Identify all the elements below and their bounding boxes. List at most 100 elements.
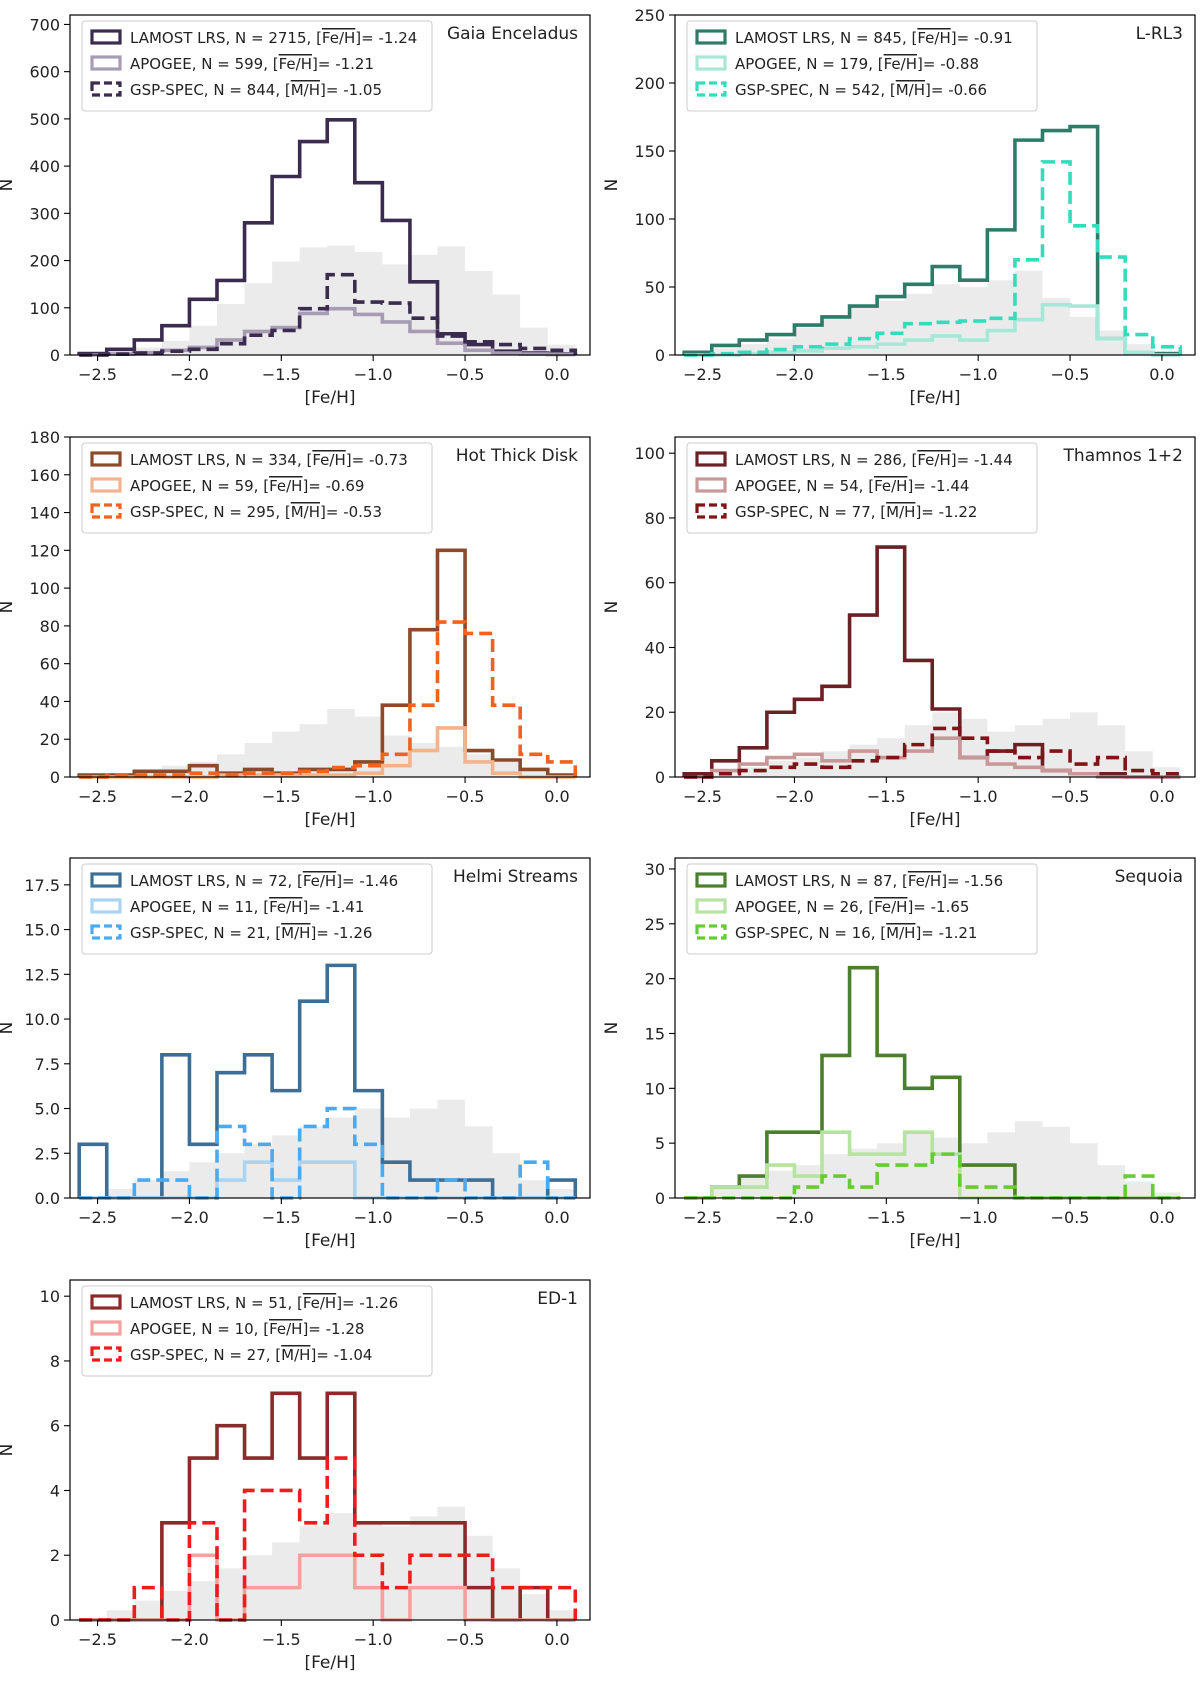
legend-series-name: APOGEE [130, 898, 192, 916]
axes-frame [69, 436, 591, 778]
x-tick-label: −2.0 [775, 1208, 814, 1227]
x-tick-label: 0.0 [1149, 787, 1174, 806]
legend-series-name: APOGEE [130, 1320, 192, 1338]
y-tick-label: 4 [50, 1481, 60, 1500]
background-histogram [79, 709, 576, 777]
legend-sep: , N = [204, 924, 247, 942]
y-tick-label: 0 [655, 1189, 665, 1208]
legend-stat-value: -1.28 [326, 1320, 365, 1338]
legend-entry: LAMOST LRS, N = 2715, [Fe/H]= -1.24 [130, 29, 417, 47]
y-tick-label: 300 [29, 204, 60, 223]
x-tick-label: −2.0 [170, 365, 209, 384]
legend-entry: GSP-SPEC, N = 295, [M/H]= -0.53 [130, 503, 382, 521]
legend-bracket: , [ [275, 81, 290, 99]
legend-sep: , N = [830, 451, 873, 469]
legend-series-name: GSP-SPEC [735, 503, 809, 521]
histogram-lamost-lrs [77, 548, 578, 777]
x-tick-label: 0.0 [1149, 1208, 1174, 1227]
x-tick-label: −1.5 [867, 787, 906, 806]
legend-stat-symbol: M/H [291, 81, 320, 99]
legend-count: 599 [235, 55, 264, 73]
y-tick-label: 50 [645, 278, 665, 297]
axes-frame [674, 436, 1196, 778]
legend-count: 2715 [268, 29, 306, 47]
legend-stat-value: -0.73 [369, 451, 408, 469]
legend-stat-symbol: M/H [886, 503, 915, 521]
legend-series-name: GSP-SPEC [130, 1346, 204, 1364]
y-tick-label: 100 [634, 444, 665, 463]
legend-swatch [90, 81, 122, 97]
legend-sep: , N = [797, 898, 840, 916]
y-axis-label: N [0, 179, 17, 192]
legend-sep: , N = [204, 1346, 247, 1364]
legend-bracket: ]= [336, 1294, 359, 1312]
legend-bracket: ]= [951, 29, 974, 47]
y-axis-label: N [0, 1444, 17, 1457]
y-tick-label: 15 [645, 1024, 665, 1043]
background-histogram [684, 270, 1181, 355]
legend-swatch [90, 29, 122, 45]
legend-swatch [90, 872, 122, 888]
legend-bracket: , [ [868, 55, 883, 73]
legend-stat-value: -1.05 [343, 81, 382, 99]
x-tick-label: −1.0 [354, 1208, 393, 1227]
y-tick-label: 20 [645, 970, 665, 989]
legend-swatch [695, 872, 727, 888]
legend-stat-value: -1.65 [931, 898, 970, 916]
legend-count: 845 [873, 29, 902, 47]
legend-bracket: , [ [871, 503, 886, 521]
y-tick-label: 160 [29, 466, 60, 485]
legend-box [686, 442, 1038, 534]
legend-entry: GSP-SPEC, N = 844, [M/H]= -1.05 [130, 81, 382, 99]
histogram-apogee [684, 302, 1181, 357]
legend-bracket: , [ [287, 872, 302, 890]
x-tick-label: 0.0 [544, 787, 569, 806]
legend-stat-value: -1.21 [335, 55, 374, 73]
legend-bracket: , [ [859, 477, 874, 495]
chart-title: Helmi Streams [453, 867, 578, 887]
y-tick-label: 700 [29, 15, 60, 34]
legend-bracket: ]= [925, 81, 948, 99]
legend-stat-symbol: Fe/H [303, 1294, 336, 1312]
legend-bracket: , [ [266, 924, 281, 942]
legend-stat-symbol: Fe/H [322, 29, 355, 47]
x-tick-label: −2.0 [775, 365, 814, 384]
y-tick-label: 40 [645, 638, 665, 657]
legend-bracket: ]= [346, 451, 369, 469]
legend-bracket: ]= [915, 503, 938, 521]
legend-stat-symbol: Fe/H [269, 1320, 302, 1338]
legend-series-name: LAMOST LRS [735, 29, 830, 47]
legend-box [686, 20, 1038, 112]
legend-stat-value: -1.44 [931, 477, 970, 495]
legend-bracket: ]= [302, 1320, 325, 1338]
legend-bracket: , [ [871, 924, 886, 942]
legend-count: 844 [247, 81, 276, 99]
legend-stat-symbol: Fe/H [269, 477, 302, 495]
y-tick-label: 150 [634, 142, 665, 161]
legend-sep: , N = [797, 55, 840, 73]
y-tick-label: 15.0 [24, 921, 60, 940]
x-tick-label: −0.5 [1051, 787, 1090, 806]
legend-swatch [90, 503, 122, 519]
legend-series-name: LAMOST LRS [130, 1294, 225, 1312]
legend-bracket: ]= [941, 872, 964, 890]
x-tick-label: −2.5 [683, 787, 722, 806]
legend-sep: , N = [809, 81, 852, 99]
x-tick-label: −1.5 [262, 1208, 301, 1227]
legend-entry: APOGEE, N = 179, [Fe/H]= -0.88 [735, 55, 979, 73]
y-tick-label: 20 [645, 703, 665, 722]
legend-bracket: ]= [907, 477, 930, 495]
histogram-gsp-spec [79, 272, 578, 357]
y-tick-label: 100 [634, 210, 665, 229]
legend-entry: GSP-SPEC, N = 77, [M/H]= -1.22 [735, 503, 977, 521]
legend-swatch [695, 451, 727, 467]
legend-stat-symbol: M/H [886, 924, 915, 942]
legend-series-name: APOGEE [735, 898, 797, 916]
legend-stat-symbol: Fe/H [917, 451, 950, 469]
x-tick-label: −1.5 [867, 1208, 906, 1227]
y-tick-label: 10.0 [24, 1010, 60, 1029]
legend-box [81, 863, 433, 955]
legend-sep: , N = [225, 872, 268, 890]
legend-bracket: , [ [287, 1294, 302, 1312]
legend-bracket: ]= [302, 898, 325, 916]
